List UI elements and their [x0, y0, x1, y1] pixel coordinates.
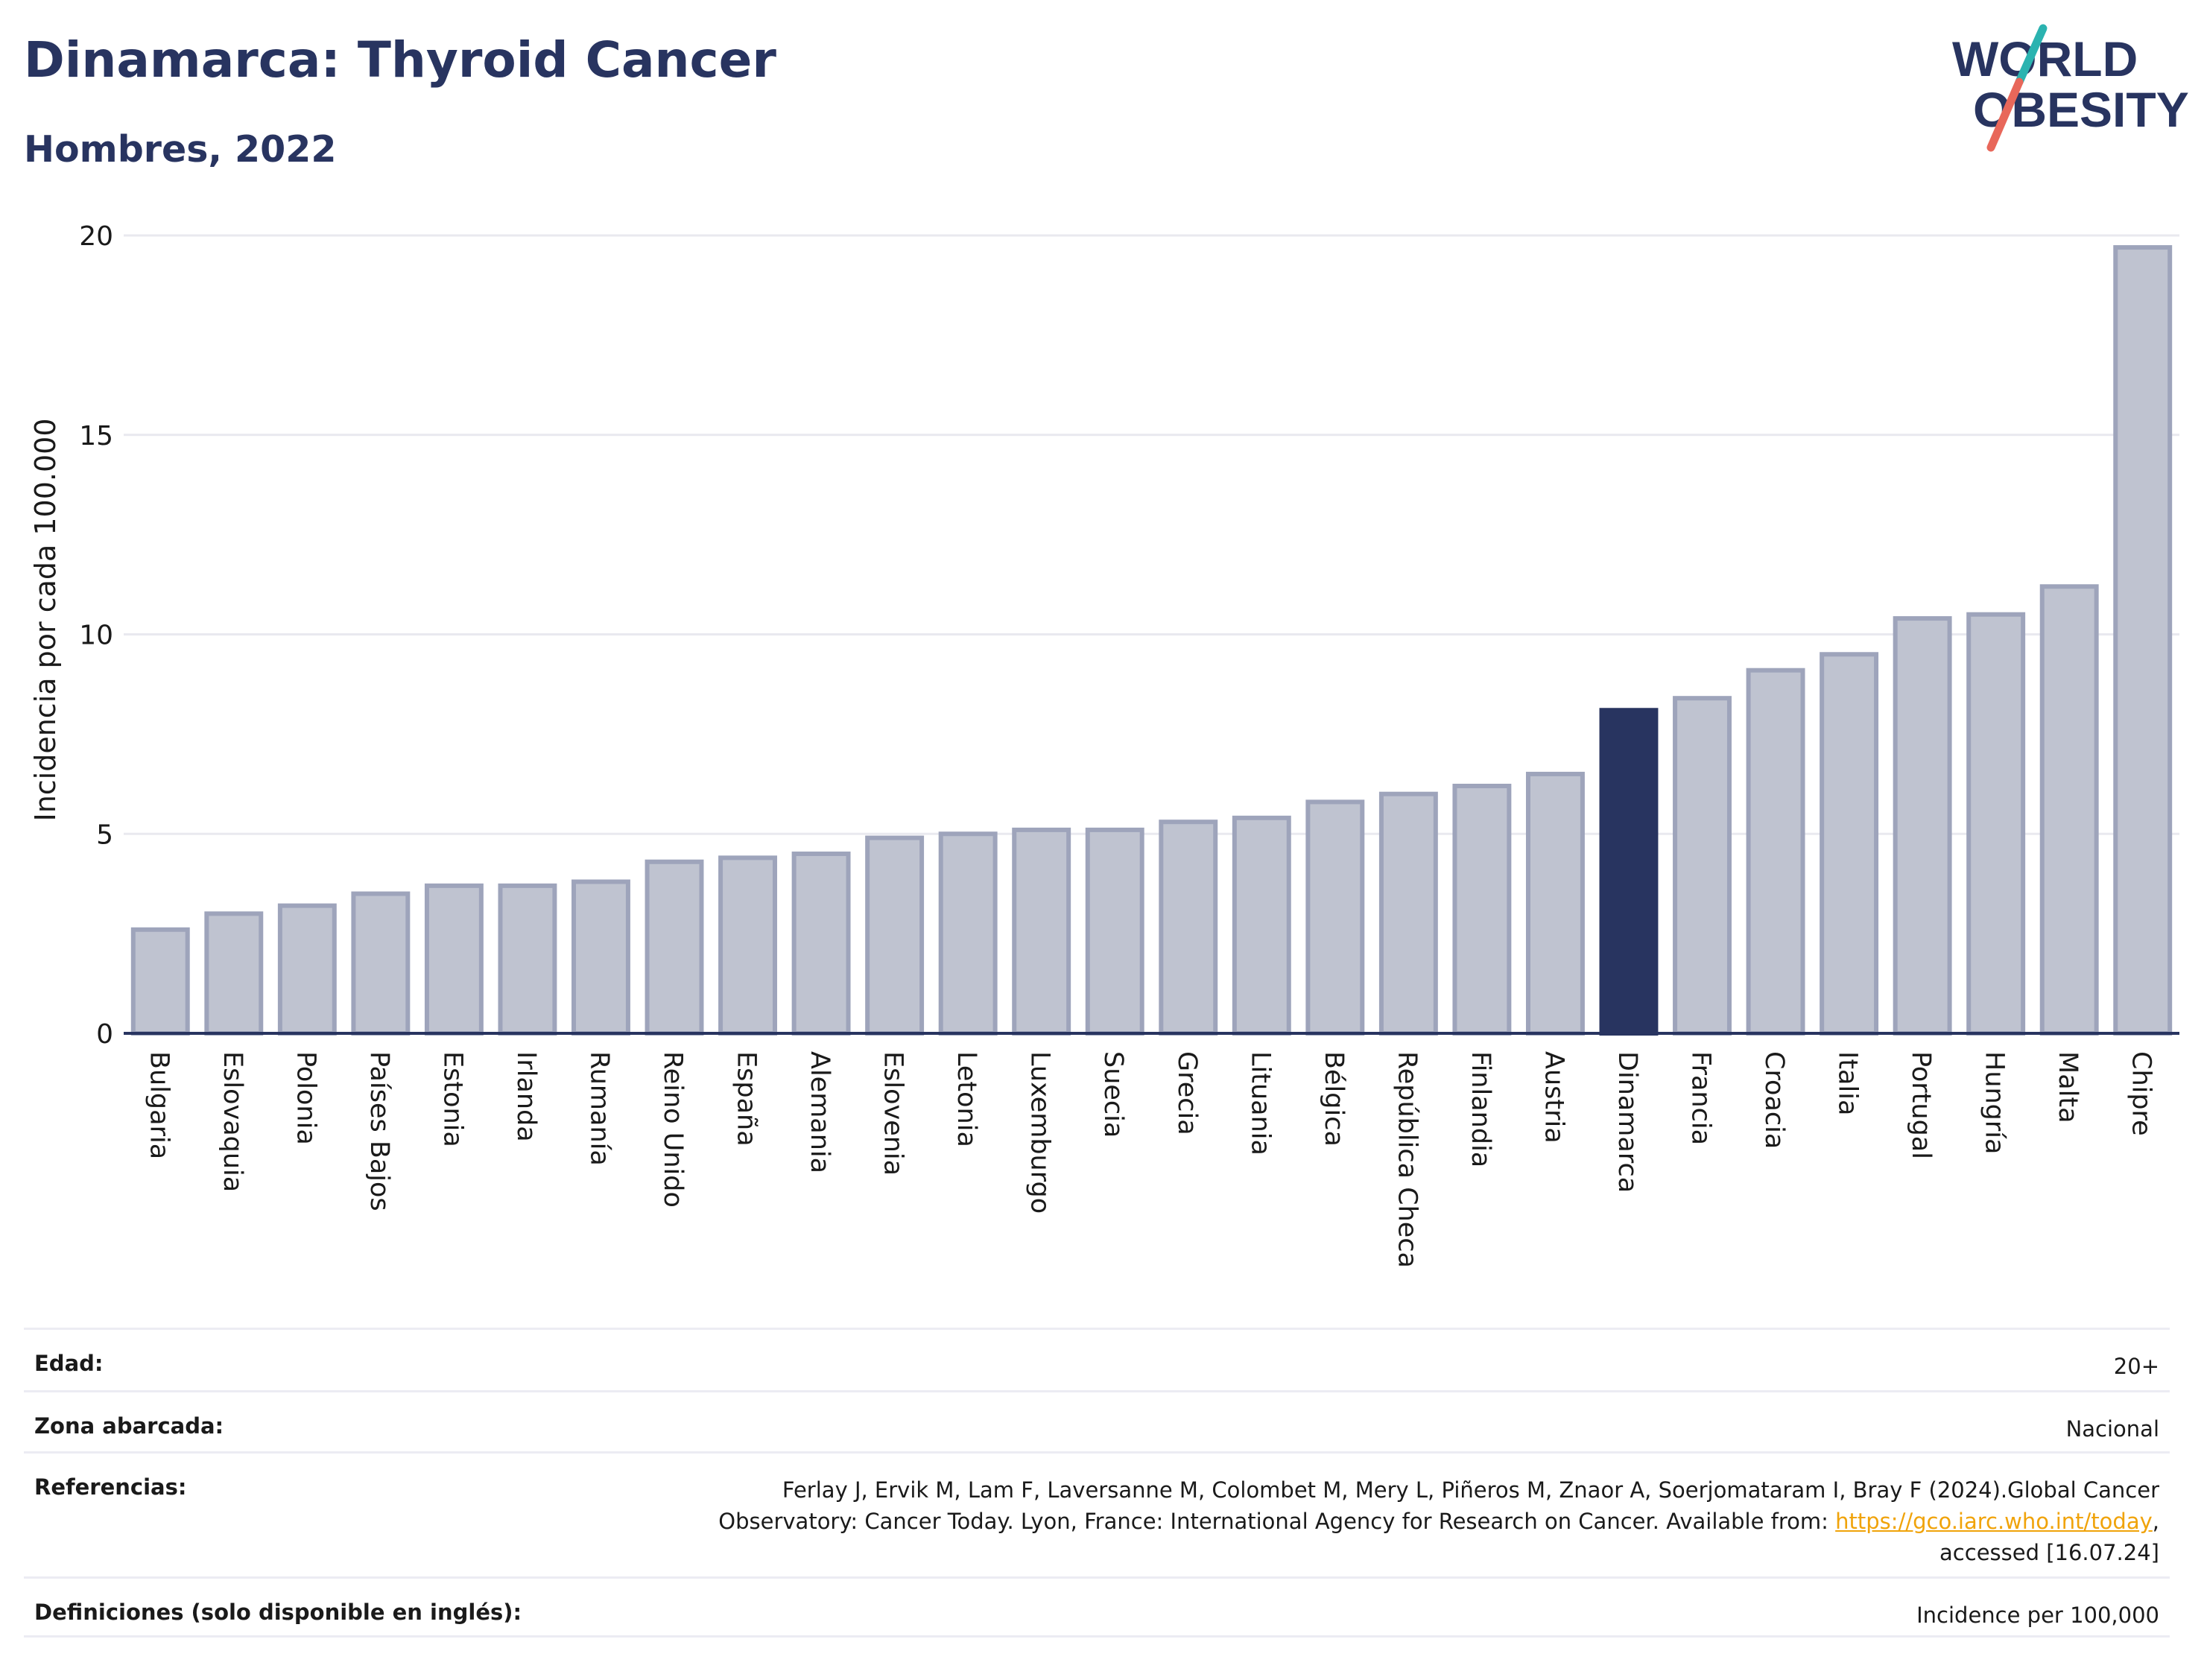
- reference-line-2-text: Observatory: Cancer Today. Lyon, France:…: [718, 1509, 1836, 1534]
- x-tick-label: Eslovaquia: [218, 1051, 247, 1192]
- chart-title: Dinamarca: Thyroid Cancer: [24, 31, 776, 89]
- logo-text-world: WORLD: [1952, 31, 2138, 86]
- x-tick-label: Luxemburgo: [1025, 1051, 1055, 1214]
- meta-label-definiciones: Definiciones (solo disponible en inglés)…: [34, 1600, 522, 1625]
- x-tick-label: Croacia: [1759, 1051, 1789, 1149]
- bar-estonia[interactable]: [424, 883, 484, 1036]
- bar-francia[interactable]: [1673, 696, 1732, 1036]
- meta-value-definiciones: Incidence per 100,000: [1916, 1603, 2159, 1628]
- meta-value-zona: Nacional: [2065, 1416, 2159, 1442]
- bar-bulgaria[interactable]: [130, 927, 190, 1036]
- x-tick-label: Suecia: [1098, 1051, 1128, 1138]
- x-tick-label: Hungría: [1980, 1051, 2010, 1154]
- logo-slash-teal: [2015, 24, 2048, 86]
- bars: [130, 245, 2173, 1036]
- y-tick-label: 10: [79, 621, 113, 651]
- x-tick-label: Irlanda: [511, 1051, 541, 1142]
- bar-polonia[interactable]: [277, 903, 337, 1036]
- x-tick-label: Eslovenia: [878, 1051, 908, 1176]
- logo-slash-red: [1986, 77, 2024, 152]
- bar-espa-a[interactable]: [718, 855, 778, 1036]
- bar-hungr-a[interactable]: [1966, 612, 2026, 1036]
- x-tick-label: Bulgaria: [144, 1051, 174, 1159]
- chart-subtitle: Hombres, 2022: [24, 128, 337, 171]
- bar-lituania[interactable]: [1232, 815, 1291, 1036]
- x-tick-label: Estonia: [437, 1051, 467, 1147]
- y-tick-label: 20: [79, 221, 113, 252]
- x-tick-label: Finlandia: [1466, 1051, 1495, 1167]
- bar-malta[interactable]: [2039, 584, 2099, 1036]
- x-tick-label: España: [732, 1051, 761, 1147]
- bar-chipre[interactable]: [2113, 245, 2173, 1036]
- bar-pa-ses-bajos[interactable]: [351, 891, 411, 1036]
- x-tick-label: Francia: [1686, 1051, 1716, 1145]
- meta-value-referencias: Ferlay J, Ervik M, Lam F, Laversanne M, …: [718, 1474, 2159, 1568]
- bar-finlandia[interactable]: [1452, 783, 1512, 1036]
- y-tick-label: 15: [79, 421, 113, 451]
- bar-suecia[interactable]: [1085, 827, 1144, 1036]
- x-tick-label: Italia: [1833, 1051, 1863, 1115]
- reference-line-3: accessed [16.07.24]: [1939, 1540, 2159, 1565]
- x-tick-label: Dinamarca: [1612, 1051, 1642, 1193]
- x-tick-label: Letonia: [951, 1051, 981, 1147]
- world-obesity-logo: WORLD OBESITY: [1952, 24, 2189, 152]
- meta-label-edad: Edad:: [34, 1351, 104, 1376]
- x-tick-label: Bélgica: [1319, 1051, 1349, 1147]
- meta-row-definiciones: Definiciones (solo disponible en inglés)…: [24, 1576, 2170, 1638]
- bar-b-lgica[interactable]: [1305, 799, 1365, 1036]
- reference-line-2-end: ,: [2152, 1509, 2159, 1534]
- x-tick-label: Lituania: [1245, 1051, 1275, 1156]
- meta-row-referencias: Referencias: Ferlay J, Ervik M, Lam F, L…: [24, 1451, 2170, 1576]
- x-tick-label: Chipre: [2127, 1051, 2156, 1136]
- bar-chart: 0 5 10 15 20 Bulgaria Eslovaquia Polonia Países…: [29, 221, 2179, 1268]
- bar-eslovenia[interactable]: [865, 835, 925, 1036]
- x-tick-label: Malta: [2053, 1051, 2083, 1123]
- x-tick-label: Portugal: [1906, 1051, 1936, 1159]
- meta-label-zona: Zona abarcada:: [34, 1413, 224, 1439]
- x-tick-label: Reino Unido: [658, 1051, 688, 1208]
- meta-row-edad: Edad: 20+: [24, 1328, 2170, 1390]
- meta-row-zona: Zona abarcada: Nacional: [24, 1390, 2170, 1451]
- bar-irlanda[interactable]: [498, 883, 557, 1036]
- bar-alemania[interactable]: [791, 852, 851, 1036]
- bar-letonia[interactable]: [938, 831, 998, 1036]
- reference-line-1: Ferlay J, Ervik M, Lam F, Laversanne M, …: [782, 1477, 2159, 1503]
- bar-italia[interactable]: [1820, 652, 1879, 1036]
- y-axis-ticks: 0 5 10 15 20: [79, 221, 113, 1050]
- x-tick-label: Grecia: [1172, 1051, 1202, 1135]
- x-tick-label: Polonia: [291, 1051, 320, 1145]
- x-tick-label: Austria: [1539, 1051, 1568, 1144]
- x-tick-label: Rumanía: [584, 1051, 614, 1166]
- bar-luxemburgo[interactable]: [1012, 827, 1071, 1036]
- bar-eslovaquia[interactable]: [204, 911, 264, 1036]
- x-tick-label: República Checa: [1392, 1051, 1422, 1268]
- bar-grecia[interactable]: [1159, 820, 1218, 1036]
- bar-rep-blica-checa[interactable]: [1378, 791, 1438, 1036]
- y-tick-label: 5: [96, 820, 113, 850]
- bar-portugal[interactable]: [1893, 616, 1952, 1036]
- bar-austria[interactable]: [1525, 771, 1585, 1036]
- bar-dinamarca[interactable]: [1599, 708, 1659, 1036]
- x-tick-label: Países Bajos: [364, 1051, 394, 1211]
- meta-value-edad: 20+: [2113, 1354, 2159, 1379]
- metadata-table: Edad: 20+ Zona abarcada: Nacional Refere…: [24, 1328, 2170, 1638]
- bar-ruman-a[interactable]: [571, 879, 630, 1036]
- bar-croacia[interactable]: [1746, 668, 1805, 1036]
- x-tick-label: Alemania: [805, 1051, 835, 1173]
- bar-reino-unido[interactable]: [645, 859, 704, 1036]
- reference-link[interactable]: https://gco.iarc.who.int/today: [1835, 1509, 2153, 1534]
- y-tick-label: 0: [96, 1019, 113, 1050]
- meta-label-referencias: Referencias:: [34, 1474, 187, 1500]
- x-axis-labels: Bulgaria Eslovaquia Polonia Países Bajos Est…: [144, 1051, 2156, 1268]
- y-axis-title: Incidencia por cada 100.000: [29, 418, 62, 821]
